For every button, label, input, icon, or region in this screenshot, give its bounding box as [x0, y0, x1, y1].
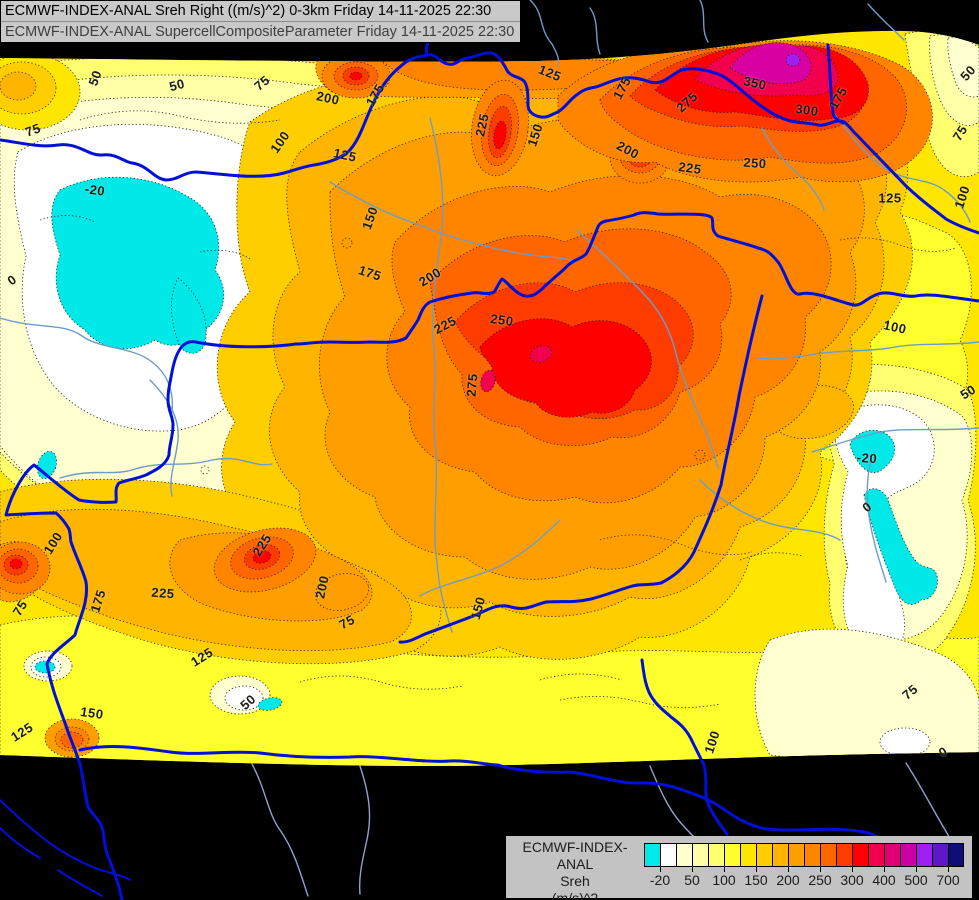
- title-bar: ECMWF-INDEX-ANAL Sreh Right ((m/s)^2) 0-…: [0, 0, 521, 43]
- coastline-adriatic: [0, 799, 131, 881]
- legend-swatch-11: [820, 843, 836, 867]
- legend-swatch-5: [724, 843, 740, 867]
- legend-text: ECMWF-INDEX-ANAL Sreh (m/s)^2: [506, 839, 644, 900]
- legend-swatch-18: [932, 843, 948, 867]
- legend-tick-label: 700: [936, 872, 960, 888]
- legend-tick-label: 400: [872, 872, 896, 888]
- title-line-2: ECMWF-INDEX-ANAL SupercellCompositeParam…: [5, 24, 515, 40]
- border-northeast: [826, 43, 845, 125]
- legend-swatch-12: [836, 843, 852, 867]
- legend-tick-label: 250: [808, 872, 832, 888]
- legend-swatch-4: [708, 843, 724, 867]
- legend-tick-label: -20: [649, 872, 671, 888]
- border-interior-west: [4, 211, 979, 900]
- legend-units: (m/s)^2: [551, 890, 599, 900]
- legend-color-bar: [644, 843, 964, 867]
- extra-contours-layer: [39, 110, 957, 708]
- legend-tick: [692, 867, 693, 872]
- border-morava-stub: [424, 40, 430, 57]
- border-danube-north: [0, 51, 979, 235]
- legend-tick: [756, 867, 757, 872]
- legend-tick: [884, 867, 885, 872]
- legend-tick: [788, 867, 789, 872]
- legend-swatch-6: [740, 843, 756, 867]
- legend-swatch-10: [804, 843, 820, 867]
- title-line-1: ECMWF-INDEX-ANAL Sreh Right ((m/s)^2) 0-…: [1, 1, 520, 22]
- legend-swatch-1: [660, 843, 676, 867]
- legend-tick-label: 500: [904, 872, 928, 888]
- legend-tick: [916, 867, 917, 872]
- legend-tick: [948, 867, 949, 872]
- coastline-adriatic-2: [0, 827, 103, 897]
- legend-tick-label: 150: [744, 872, 768, 888]
- legend-swatch-3: [692, 843, 708, 867]
- legend-tick-label: 50: [684, 872, 700, 888]
- legend-swatch-2: [676, 843, 692, 867]
- legend-swatch-15: [884, 843, 900, 867]
- legend-swatch-7: [756, 843, 772, 867]
- contour-fill-layer: [0, 30, 979, 766]
- legend-swatch-0: [644, 843, 660, 867]
- legend-swatch-9: [788, 843, 804, 867]
- legend-swatch-13: [852, 843, 868, 867]
- legend-tick: [724, 867, 725, 872]
- legend-tick-label: 300: [840, 872, 864, 888]
- legend-model-name: ECMWF-INDEX-ANAL: [522, 839, 628, 872]
- legend-swatch-19: [948, 843, 964, 867]
- legend-swatch-8: [772, 843, 788, 867]
- legend: ECMWF-INDEX-ANAL Sreh (m/s)^2 -20 50 100 15…: [506, 836, 972, 900]
- border-south: [78, 745, 910, 854]
- legend-tick: [660, 867, 661, 872]
- river-tisza: [398, 294, 764, 644]
- legend-swatch-14: [868, 843, 884, 867]
- legend-swatch-17: [916, 843, 932, 867]
- legend-parameter: Sreh: [560, 873, 590, 889]
- legend-tick: [852, 867, 853, 872]
- river-tisza-south: [640, 658, 729, 836]
- legend-tick-label: 200: [776, 872, 800, 888]
- legend-tick: [820, 867, 821, 872]
- legend-swatch-16: [900, 843, 916, 867]
- borders-layer: [0, 40, 979, 900]
- legend-tick-label: 100: [712, 872, 736, 888]
